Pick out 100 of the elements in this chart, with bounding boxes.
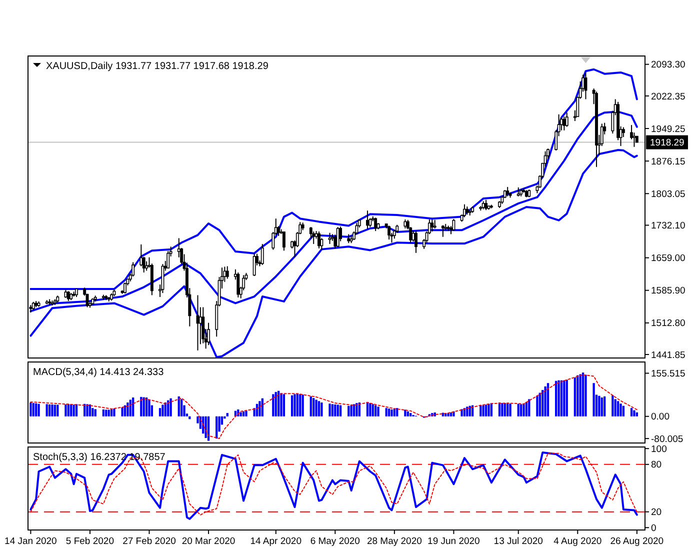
x-tick-label: 6 May 2020	[310, 536, 360, 547]
y-tick-label: 1659.00	[651, 253, 686, 264]
bar	[261, 398, 264, 416]
bar	[299, 394, 302, 416]
bar	[32, 403, 34, 416]
bar	[574, 378, 576, 416]
y-tick-label: 20	[651, 507, 662, 518]
bar	[584, 374, 587, 416]
bar	[105, 410, 108, 416]
bar	[352, 404, 356, 416]
bar	[92, 408, 94, 416]
y-tick-label: 1732.10	[651, 220, 686, 232]
y-tick-label: 1876.15	[651, 156, 686, 168]
candlestick	[140, 244, 143, 267]
ref-line-label: 1918.29	[650, 138, 684, 149]
y-tick-label: 1949.25	[651, 124, 686, 135]
bar	[546, 383, 550, 416]
y-tick-label: 1585.90	[651, 286, 686, 297]
bar	[158, 408, 162, 416]
bar	[318, 401, 320, 416]
y-tick-label: 1803.05	[651, 188, 686, 200]
x-tick-label: 13 Jul 2020	[494, 536, 543, 547]
bar	[67, 404, 70, 416]
candlestick	[318, 231, 320, 249]
bar	[282, 394, 286, 416]
bar	[592, 383, 595, 416]
bar	[180, 399, 183, 416]
bar	[170, 398, 172, 416]
bar	[94, 409, 96, 416]
y-tick-label: 0.00	[651, 412, 670, 423]
bar	[612, 395, 614, 416]
bar	[253, 408, 256, 416]
bar	[108, 410, 110, 416]
bar	[310, 396, 312, 416]
candlestick	[336, 226, 340, 248]
y-tick-label: 1441.85	[651, 350, 686, 361]
bar	[542, 390, 544, 416]
bar	[522, 404, 525, 416]
bar	[385, 408, 388, 416]
bar	[272, 394, 274, 416]
bar	[339, 405, 342, 416]
bar	[410, 413, 412, 416]
candlestick	[463, 204, 466, 218]
bar	[113, 408, 116, 416]
y-tick-label: 155.515	[651, 368, 686, 380]
candlestick	[161, 264, 164, 294]
bar	[538, 392, 541, 416]
bar	[576, 375, 579, 416]
bar	[517, 404, 520, 416]
y-tick-label: 80	[651, 460, 662, 471]
candlestick	[207, 322, 210, 346]
bar	[312, 398, 315, 416]
bar	[536, 396, 538, 416]
bar	[110, 409, 113, 416]
bar	[390, 409, 393, 416]
bar	[75, 404, 78, 416]
y-tick-label: 2093.30	[651, 60, 686, 71]
bar	[336, 404, 339, 416]
x-tick-label: 20 Mar 2020	[182, 536, 236, 547]
bar	[466, 406, 468, 416]
bar	[630, 408, 633, 416]
x-tick-label: 14 Jan 2020	[4, 536, 57, 547]
bar	[404, 410, 406, 416]
bar	[245, 410, 248, 416]
candlestick	[260, 243, 264, 266]
bar	[72, 404, 75, 416]
bar	[320, 402, 323, 416]
text: MACD(5,34,4) 14.413 24.333	[33, 367, 164, 378]
candlestick	[226, 266, 229, 280]
bar	[528, 399, 530, 416]
bar	[582, 372, 584, 416]
bar	[406, 411, 409, 416]
candlestick	[484, 199, 488, 211]
bar	[525, 402, 528, 416]
candlestick	[145, 260, 148, 272]
bar	[132, 398, 134, 416]
bar	[145, 398, 148, 416]
bar	[148, 400, 150, 416]
x-tick-label: 28 May 2020	[366, 536, 422, 547]
bar	[356, 403, 358, 416]
x-tick-label: 14 Apr 2020	[250, 536, 302, 547]
bar	[350, 405, 352, 416]
candlestick	[562, 116, 566, 131]
bar	[482, 405, 484, 416]
candlestick	[441, 224, 444, 238]
bar	[501, 403, 504, 416]
bar	[35, 403, 38, 416]
bar	[560, 380, 563, 416]
bar	[616, 401, 620, 416]
bar	[334, 404, 336, 416]
bar	[484, 404, 488, 416]
bar	[377, 406, 380, 416]
y-tick-label: 2022.35	[651, 91, 686, 102]
bar	[633, 410, 636, 416]
bar	[88, 404, 92, 416]
bar	[509, 404, 512, 416]
bar	[558, 380, 560, 416]
bar	[30, 402, 32, 416]
bar	[563, 380, 566, 416]
bar	[450, 412, 452, 416]
